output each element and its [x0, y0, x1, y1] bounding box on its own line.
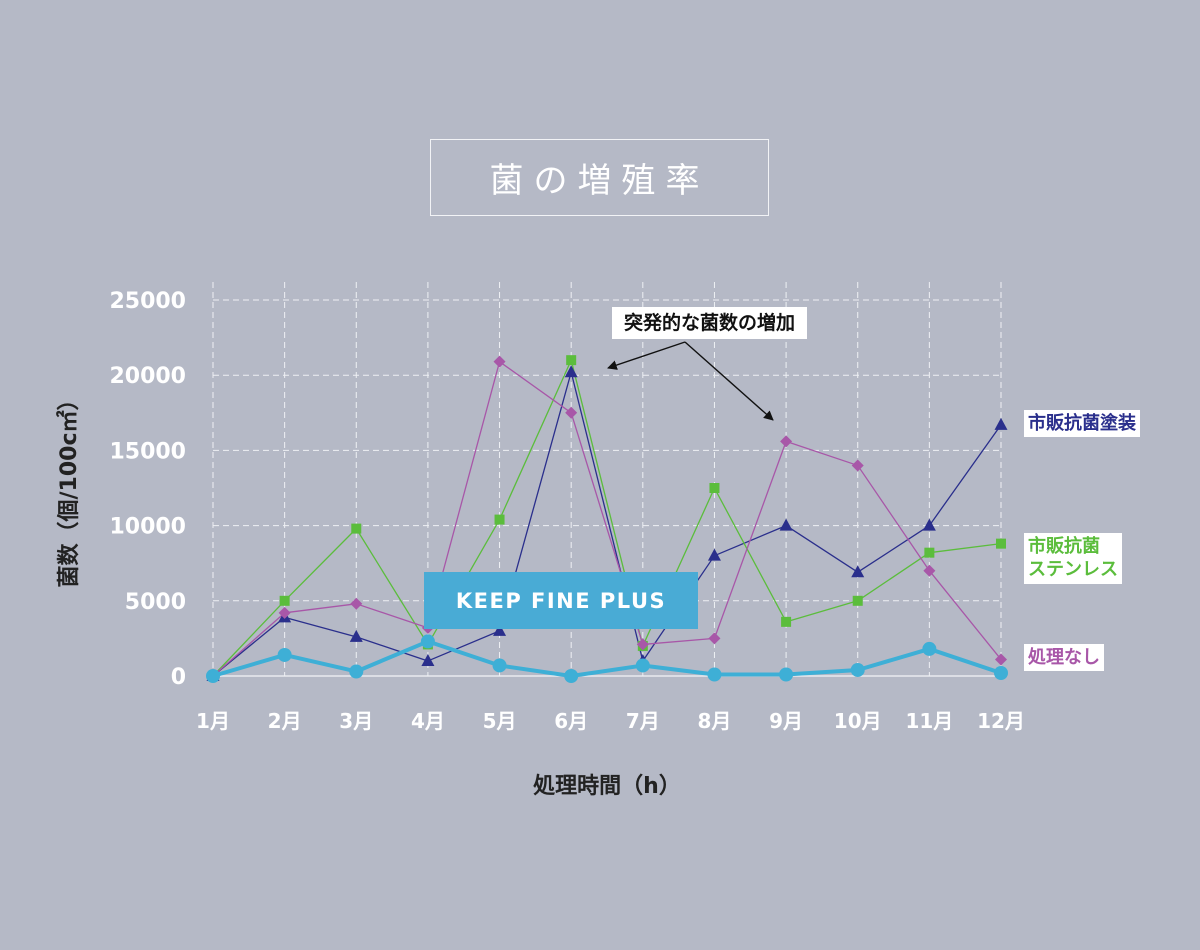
data-point-diamond	[995, 653, 1007, 666]
data-point-square	[852, 595, 863, 606]
x-axis-label: 処理時間（h）	[533, 773, 681, 799]
data-point-diamond	[350, 597, 363, 610]
x-tick-label: 12月	[977, 709, 1025, 733]
series-line-0	[212, 371, 1002, 677]
data-point-circle	[420, 634, 435, 649]
data-point-square	[781, 616, 792, 627]
data-point-diamond	[780, 435, 793, 448]
y-tick-label: 5000	[125, 590, 186, 615]
data-point-square	[351, 523, 362, 534]
legend-label-stainless-line2: ステンレス	[1028, 559, 1118, 581]
x-tick-label: 1月	[196, 709, 230, 733]
x-tick-label: 3月	[339, 709, 373, 733]
legend-label-stainless: 市販抗菌 ステンレス	[1024, 533, 1122, 584]
data-point-circle	[707, 667, 722, 682]
x-tick-label: 8月	[697, 709, 731, 733]
data-point-triangle	[707, 548, 721, 561]
annotation-arrows	[607, 341, 774, 421]
data-point-circle	[922, 641, 937, 656]
data-point-square	[279, 595, 290, 606]
grid	[212, 282, 1002, 677]
x-axis-ticks: 1月 2月 3月 4月 5月 6月 7月 8月 9月 10月 11月 12月	[196, 709, 1025, 733]
legend-label-coating: 市販抗菌塗装	[1024, 410, 1140, 438]
y-tick-label: 20000	[109, 364, 186, 389]
data-point-triangle	[493, 623, 507, 636]
series-line-1	[212, 359, 1002, 677]
data-point-triangle	[851, 565, 865, 578]
data-point-circle	[492, 658, 507, 673]
data-point-square	[924, 547, 935, 558]
annotation-arrow-left	[607, 341, 686, 370]
x-tick-label: 11月	[905, 709, 953, 733]
x-tick-label: 9月	[769, 709, 803, 733]
data-point-circle	[779, 667, 794, 682]
x-tick-label: 5月	[483, 709, 517, 733]
data-point-triangle	[922, 518, 936, 531]
data-point-diamond	[278, 606, 291, 619]
legend-label-stainless-line1: 市販抗菌	[1028, 536, 1100, 557]
data-point-triangle	[994, 417, 1008, 430]
y-tick-label: 10000	[109, 515, 186, 540]
y-axis-ticks: 0 5000 10000 15000 20000 25000	[109, 289, 186, 690]
x-tick-label: 7月	[626, 709, 660, 733]
data-point-circle	[994, 665, 1008, 680]
x-tick-label: 4月	[411, 709, 445, 733]
data-point-circle	[564, 669, 579, 683]
x-tick-label: 2月	[268, 709, 302, 733]
data-point-triangle	[349, 629, 363, 642]
x-tick-label: 6月	[554, 709, 588, 733]
annotation-arrow-right	[684, 341, 774, 421]
data-point-diamond	[493, 355, 506, 368]
data-point-diamond	[636, 638, 649, 651]
data-point-diamond	[708, 632, 721, 645]
data-point-circle	[206, 669, 220, 683]
data-point-square	[996, 538, 1006, 549]
y-axis-label: 菌数（個/100c㎡）	[56, 389, 82, 588]
data-point-diamond	[851, 459, 864, 472]
legend-label-keep-fine-plus: KEEP FINE PLUS	[424, 572, 698, 629]
data-point-circle	[850, 662, 865, 677]
data-point-diamond	[923, 564, 936, 577]
series-lines	[212, 359, 1002, 678]
y-tick-label: 15000	[109, 439, 186, 464]
chart-title: 菌の増殖率	[430, 139, 769, 216]
data-point-triangle	[779, 518, 793, 531]
series-line-3	[212, 639, 1002, 678]
data-point-circle	[277, 647, 292, 662]
data-point-square	[494, 514, 505, 525]
x-tick-label: 10月	[834, 709, 882, 733]
data-point-circle	[635, 658, 650, 673]
data-point-triangle	[421, 653, 435, 666]
data-point-circle	[349, 664, 364, 679]
annotation-label: 突発的な菌数の増加	[612, 307, 808, 339]
y-tick-label: 25000	[109, 289, 186, 314]
data-point-square	[566, 355, 577, 366]
data-point-triangle	[564, 365, 578, 378]
series-line-2	[212, 361, 1002, 677]
legend-label-untreated: 処理なし	[1024, 644, 1104, 672]
data-point-square	[709, 483, 720, 493]
y-tick-label: 0	[171, 665, 186, 690]
data-point-diamond	[565, 406, 578, 419]
